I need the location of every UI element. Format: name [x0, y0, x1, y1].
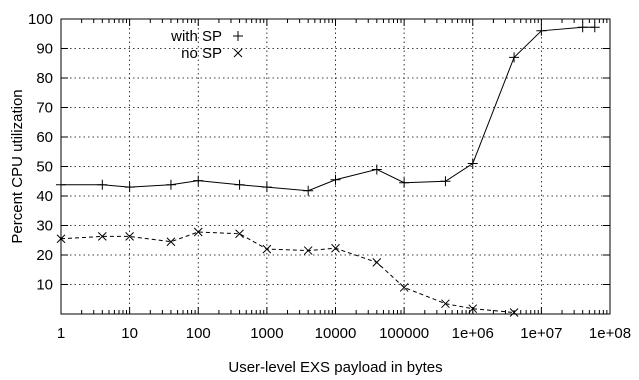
legend-marker-no-sp [233, 48, 243, 58]
data-point [125, 232, 134, 241]
x-tick-label: 1e+08 [589, 325, 631, 342]
data-point [440, 176, 451, 187]
y-tick-label: 20 [36, 247, 53, 264]
data-point [330, 174, 341, 185]
data-point [56, 234, 66, 244]
data-point [303, 185, 314, 196]
y-tick-label: 10 [36, 277, 53, 294]
data-point [262, 244, 272, 254]
y-tick-label: 90 [36, 41, 53, 58]
series-layer [56, 22, 600, 317]
legend-markers [233, 31, 243, 58]
x-tick-label: 1000 [250, 325, 283, 342]
x-tick-label: 10000 [315, 325, 357, 342]
x-tick-label: 1 [57, 325, 65, 342]
data-point [371, 164, 382, 175]
y-tick-label: 100 [28, 11, 53, 28]
data-point [509, 52, 520, 63]
series-no-sp [56, 227, 519, 317]
y-axis-label: Percent CPU utilization [9, 89, 26, 243]
data-point [536, 25, 547, 36]
y-tick-label: 70 [36, 100, 53, 117]
data-point [467, 158, 478, 169]
legend: with SP no SP [170, 28, 243, 62]
legend-label-no-sp: no SP [181, 45, 222, 62]
data-point [261, 182, 272, 193]
data-point [97, 179, 108, 190]
data-point [165, 179, 176, 190]
data-point [193, 227, 203, 237]
legend-label-with-sp: with SP [170, 28, 222, 45]
data-point [468, 304, 478, 314]
y-tick-label: 40 [36, 188, 53, 205]
y-tick-label: 30 [36, 218, 53, 235]
data-point [441, 299, 450, 309]
data-point [124, 182, 135, 193]
data-point [399, 283, 409, 292]
data-point [589, 22, 600, 33]
data-point [166, 237, 176, 247]
x-tick-label: 100000 [379, 325, 429, 342]
data-point [56, 179, 66, 190]
y-tick-label: 50 [36, 159, 53, 176]
series-with-sp [56, 22, 600, 196]
data-point [97, 232, 107, 241]
data-point [331, 243, 340, 253]
data-point [234, 179, 245, 190]
x-tick-label: 1e+06 [452, 325, 494, 342]
legend-marker-with-sp [233, 31, 243, 41]
data-point [303, 246, 313, 255]
y-tick-label: 80 [36, 70, 53, 87]
data-point [193, 175, 204, 186]
data-point [372, 258, 382, 267]
y-tick-label: 60 [36, 129, 53, 146]
data-point [399, 177, 410, 188]
x-axis-label: User-level EXS payload in bytes [228, 359, 442, 376]
x-tick-label: 10 [121, 325, 138, 342]
series-line [60, 231, 515, 314]
grid [61, 19, 610, 314]
data-point [509, 308, 519, 317]
data-point [577, 22, 588, 33]
data-point [235, 229, 244, 239]
x-tick-label: 1e+07 [520, 325, 562, 342]
x-tick-label: 100 [186, 325, 211, 342]
